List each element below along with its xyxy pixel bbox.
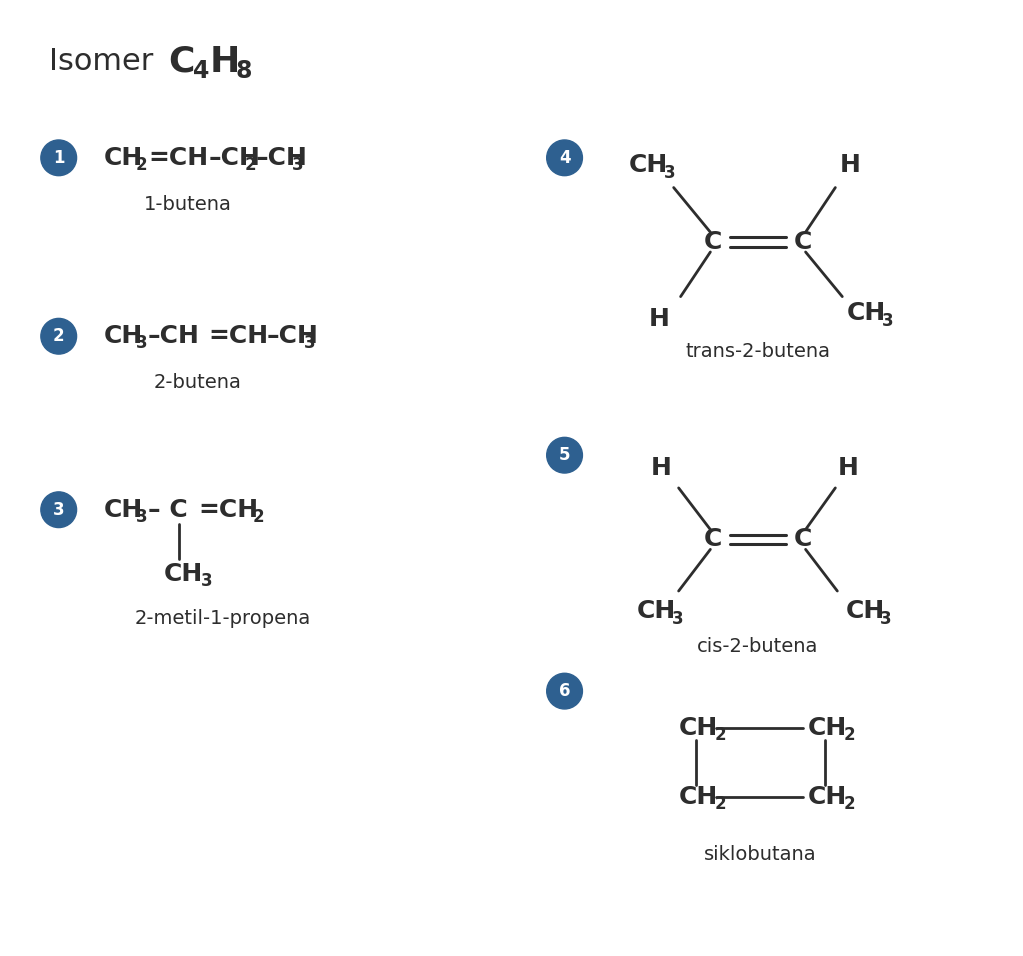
Text: 2: 2 xyxy=(714,795,726,814)
Text: 8: 8 xyxy=(235,58,252,82)
Text: Isomer: Isomer xyxy=(49,47,163,76)
Text: 3: 3 xyxy=(136,335,147,352)
Text: =CH: =CH xyxy=(198,498,259,522)
Text: cis-2-butena: cis-2-butena xyxy=(698,637,818,656)
Text: 3: 3 xyxy=(201,572,212,590)
Text: 2: 2 xyxy=(714,726,726,744)
Circle shape xyxy=(41,492,77,528)
Text: C: C xyxy=(704,528,722,552)
Text: 3: 3 xyxy=(136,508,147,526)
Circle shape xyxy=(546,140,582,176)
Text: –CH: –CH xyxy=(256,146,308,170)
Text: H: H xyxy=(649,308,669,332)
Text: 3: 3 xyxy=(672,610,683,628)
Text: CH: CH xyxy=(637,598,676,622)
Text: CH: CH xyxy=(807,785,847,809)
Text: 3: 3 xyxy=(53,501,64,519)
Text: 2: 2 xyxy=(136,156,147,174)
Text: 2: 2 xyxy=(843,795,855,814)
Text: H: H xyxy=(651,456,671,480)
Text: CH: CH xyxy=(678,785,718,809)
Text: CH: CH xyxy=(103,324,142,348)
Circle shape xyxy=(41,318,77,354)
Text: –CH: –CH xyxy=(209,146,261,170)
Text: 1-butena: 1-butena xyxy=(143,195,231,214)
Text: 2-metil-1-propena: 2-metil-1-propena xyxy=(134,609,311,628)
Text: trans-2-butena: trans-2-butena xyxy=(685,341,831,360)
Text: 4: 4 xyxy=(192,58,209,82)
Text: 2: 2 xyxy=(53,327,64,345)
Text: CH: CH xyxy=(845,598,885,622)
Text: 2: 2 xyxy=(252,508,264,526)
Text: 1: 1 xyxy=(53,149,64,166)
Text: 3: 3 xyxy=(880,610,892,628)
Text: –CH: –CH xyxy=(267,324,319,348)
Text: 5: 5 xyxy=(559,446,570,465)
Text: 3: 3 xyxy=(292,156,304,174)
Text: CH: CH xyxy=(807,716,847,740)
Text: H: H xyxy=(839,153,860,177)
Text: 6: 6 xyxy=(559,683,570,700)
Text: C: C xyxy=(794,230,812,254)
Text: 2-butena: 2-butena xyxy=(153,374,241,392)
Text: 2: 2 xyxy=(244,156,256,174)
Text: C: C xyxy=(704,230,722,254)
Text: C: C xyxy=(794,528,812,552)
Text: CH: CH xyxy=(103,498,142,522)
Text: 3: 3 xyxy=(882,313,893,331)
Text: H: H xyxy=(210,45,239,78)
Text: CH: CH xyxy=(629,153,668,177)
Text: CH: CH xyxy=(164,562,204,586)
Text: =CH: =CH xyxy=(209,324,269,348)
Text: 2: 2 xyxy=(843,726,855,744)
Text: CH: CH xyxy=(678,716,718,740)
Circle shape xyxy=(546,673,582,709)
Text: H: H xyxy=(837,456,858,480)
Text: 4: 4 xyxy=(559,149,571,166)
Text: CH: CH xyxy=(847,301,887,325)
Text: –CH: –CH xyxy=(148,324,199,348)
Text: 3: 3 xyxy=(664,163,675,182)
Text: 3: 3 xyxy=(304,335,315,352)
Text: C: C xyxy=(168,45,194,78)
Text: siklobutana: siklobutana xyxy=(704,845,816,864)
Circle shape xyxy=(41,140,77,176)
Text: =CH: =CH xyxy=(148,146,208,170)
Text: – C: – C xyxy=(148,498,188,522)
Text: CH: CH xyxy=(103,146,142,170)
Circle shape xyxy=(546,437,582,473)
